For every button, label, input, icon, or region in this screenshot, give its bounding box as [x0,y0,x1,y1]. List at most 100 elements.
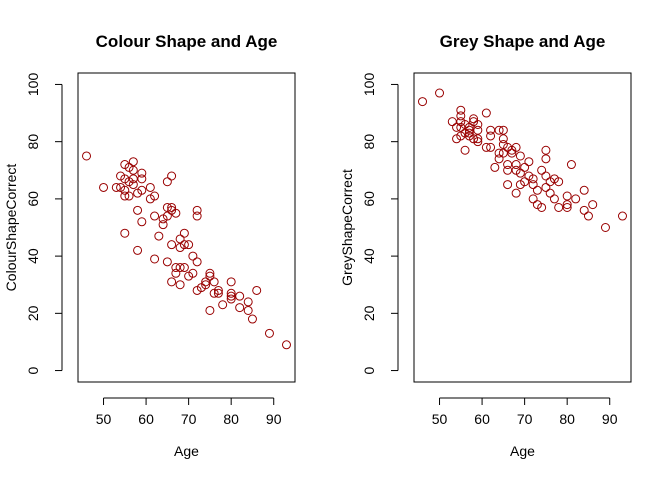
data-point [137,217,147,227]
data-point [579,205,589,215]
data-point [192,211,202,221]
data-point [515,151,525,161]
y-tick-label: 100 [361,73,377,97]
data-point [167,202,177,212]
data-point [486,142,496,152]
data-point [235,291,245,301]
data-point [507,148,517,158]
y-tick-label: 60 [361,191,377,207]
y-tick-label: 0 [25,366,41,374]
data-point [511,160,521,170]
x-tick-label: 80 [223,411,239,427]
data-point [137,185,147,195]
data-point [213,285,223,295]
data-point [179,240,189,250]
data-point [226,294,236,304]
data-point [179,228,189,238]
data-point [171,208,181,218]
data-point [498,148,508,158]
panel-grey-shape: Grey Shape and Age Age GreyShapeCorrect … [339,32,632,459]
data-point [554,177,564,187]
data-point [562,200,572,210]
data-point [473,134,483,144]
data-point [464,122,474,132]
data-point [583,211,593,221]
data-point [494,148,504,158]
y-tick-label: 60 [25,191,41,207]
data-point [435,88,445,98]
data-point [503,165,513,175]
data-point [128,180,138,190]
data-point [562,191,572,201]
data-point [498,134,508,144]
x-tick-label: 90 [602,411,618,427]
data-point [137,168,147,178]
data-point [192,205,202,215]
data-point [226,277,236,287]
data-point [532,185,542,195]
data-point [154,231,164,241]
data-point [537,165,547,175]
data-point [528,194,538,204]
data-point [133,205,143,215]
data-point [137,174,147,184]
data-point [243,297,253,307]
data-point [264,328,274,338]
data-point [209,277,219,287]
data-point [158,220,168,230]
x-tick-label: 70 [181,411,197,427]
chart-title: Colour Shape and Age [96,32,278,51]
data-point [162,177,172,187]
data-point [128,157,138,167]
data-point [120,185,130,195]
data-point [128,174,138,184]
data-point [171,263,181,273]
data-point [213,288,223,298]
data-point [171,268,181,278]
data-point [205,305,215,315]
data-point [218,300,228,310]
data-point [133,245,143,255]
data-point [167,240,177,250]
data-point [541,145,551,155]
data-point [167,171,177,181]
data-point [456,105,466,115]
x-axis-label: Age [510,443,535,459]
data-point [541,182,551,192]
data-point [464,128,474,138]
data-point [167,277,177,287]
x-tick-label: 50 [432,411,448,427]
data-point [528,174,538,184]
y-tick-label: 100 [25,73,41,97]
data-point [201,280,211,290]
data-point [247,314,257,324]
data-point [464,125,474,135]
data-point [520,162,530,172]
data-point [473,120,483,129]
data-point [541,154,551,164]
x-tick-label: 50 [96,411,112,427]
data-point [481,142,491,152]
data-point [235,303,245,313]
data-point [99,182,109,192]
y-tick-label: 80 [25,134,41,150]
data-point [205,268,215,278]
data-point [128,165,138,175]
data-point [490,162,500,172]
y-axis-label: ColourShapeCorrect [3,164,19,292]
x-tick-label: 60 [474,411,490,427]
data-point [494,125,504,135]
data-point [528,180,538,190]
y-tick-label: 0 [361,366,377,374]
data-point [447,117,457,127]
x-tick-label: 70 [517,411,533,427]
data-point [473,125,483,135]
data-point [188,251,198,261]
data-point [162,257,172,267]
data-point [456,111,466,121]
data-point [120,191,130,201]
data-point [494,154,504,164]
x-axis-label: Age [174,443,199,459]
data-point [281,340,291,350]
data-point [460,145,470,155]
